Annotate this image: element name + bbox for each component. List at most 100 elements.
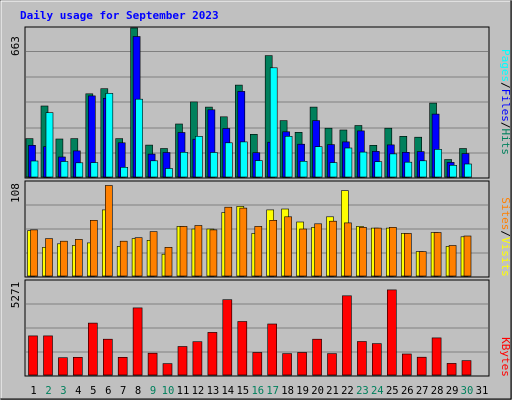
bar-sites-day-19 (299, 228, 307, 277)
bar-kbytes-day-28 (431, 337, 442, 376)
bar-kbytes-day-4 (73, 356, 83, 376)
bar-kbytes-day-30 (461, 360, 472, 376)
bar-pages-day-13 (210, 152, 218, 178)
x-tick-label-day-3: 3 (60, 385, 66, 397)
x-tick-label-day-27: 27 (416, 385, 429, 397)
bar-pages-day-7 (120, 167, 128, 178)
x-tick-label-day-14: 14 (221, 385, 234, 397)
x-tick-label-day-1: 1 (30, 385, 36, 397)
bar-kbytes-day-9 (147, 352, 158, 376)
x-tick-label-day-24: 24 (371, 385, 384, 397)
bar-sites-day-16 (254, 226, 263, 277)
bar-kbytes-day-22 (342, 295, 352, 376)
x-axis-labels: 1 2 3 4 5 6 7 8 9 10 11 12 13 14 15 16 17 18 19 20 21 22 23 24 2… (30, 385, 488, 397)
x-tick-label-day-5: 5 (90, 385, 96, 397)
legend-kbytes-label: KBytes (499, 337, 512, 377)
x-tick-label-day-30: 30 (461, 385, 474, 397)
bar-pages-day-15 (240, 141, 248, 178)
bars (25, 27, 472, 376)
bar-kbytes-day-27 (416, 356, 427, 376)
bar-sites-day-27 (418, 251, 427, 277)
x-tick-label-day-25: 25 (386, 385, 399, 397)
bar-pages-day-2 (45, 112, 54, 178)
legend-kbytes: KBytes (499, 337, 512, 377)
x-tick-label-day-6: 6 (105, 385, 111, 397)
x-tick-label-day-11: 11 (177, 385, 190, 397)
bar-pages-day-25 (389, 153, 398, 178)
bar-pages-day-3 (60, 161, 69, 178)
panel3-ymax-label: 5271 (9, 282, 22, 309)
bar-pages-day-12 (195, 136, 203, 178)
x-tick-label-day-23: 23 (356, 385, 369, 397)
legend-hits: Hits (499, 129, 512, 156)
bar-pages-day-23 (359, 151, 368, 178)
bar-pages-day-30 (464, 163, 472, 178)
x-tick-label-day-22: 22 (341, 385, 354, 397)
bar-kbytes-day-19 (297, 352, 307, 376)
bar-kbytes-day-7 (117, 356, 128, 376)
bar-pages-day-18 (284, 136, 293, 178)
x-tick-label-day-26: 26 (401, 385, 414, 397)
bar-kbytes-day-24 (371, 343, 382, 376)
bar-kbytes-day-14 (222, 299, 233, 376)
x-tick-label-day-13: 13 (207, 385, 220, 397)
bar-pages-day-8 (135, 98, 143, 178)
x-tick-label-day-16: 16 (251, 385, 264, 397)
bar-sites-day-2 (45, 238, 53, 277)
bar-sites-day-7 (119, 240, 128, 277)
legend-sites-visits: Sites/Visits (499, 197, 512, 277)
bar-sites-day-21 (329, 220, 337, 277)
x-tick-label-day-19: 19 (296, 385, 309, 397)
bar-kbytes-day-17 (267, 323, 278, 376)
bar-sites-day-29 (448, 245, 457, 277)
bar-kbytes-day-6 (103, 338, 113, 376)
bar-pages-day-27 (419, 160, 428, 178)
x-tick-label-day-17: 17 (266, 385, 279, 397)
bar-pages-day-24 (374, 161, 383, 178)
legend-sites: Sites (499, 197, 512, 230)
bar-kbytes-day-13 (207, 332, 218, 376)
bar-kbytes-day-15 (237, 321, 248, 376)
bar-kbytes-day-2 (43, 335, 53, 376)
bar-sites-day-26 (403, 233, 412, 277)
x-tick-label-day-21: 21 (326, 385, 339, 397)
bar-kbytes-day-11 (177, 346, 188, 376)
svg-text:Sites/Visits: Sites/Visits (499, 197, 512, 277)
bar-pages-day-19 (299, 161, 308, 178)
bar-kbytes-day-18 (282, 353, 292, 376)
bar-sites-day-17 (269, 220, 278, 277)
svg-text:Pages/Files/Hits: Pages/Files/Hits (499, 49, 512, 155)
bar-pages-day-26 (404, 161, 413, 178)
bar-kbytes-day-23 (357, 341, 367, 376)
x-tick-label-day-4: 4 (75, 385, 81, 397)
bar-pages-day-17 (269, 67, 278, 178)
x-tick-label-day-20: 20 (311, 385, 324, 397)
x-tick-label-day-15: 15 (236, 385, 249, 397)
bar-kbytes-day-12 (192, 341, 203, 376)
bar-sites-day-25 (388, 227, 397, 277)
bar-kbytes-day-5 (88, 322, 98, 376)
bar-pages-day-6 (105, 93, 114, 178)
legend-visits: Visits (499, 237, 512, 277)
x-tick-label-day-9: 9 (150, 385, 156, 397)
bar-pages-day-1 (30, 160, 39, 178)
bar-sites-day-15 (239, 207, 248, 277)
bar-pages-day-16 (255, 160, 263, 178)
bar-pages-day-9 (150, 160, 158, 178)
bar-kbytes-day-20 (312, 338, 322, 376)
legend-pages: Pages (499, 49, 512, 82)
bar-pages-day-11 (180, 152, 188, 178)
bar-kbytes-day-29 (446, 363, 457, 376)
panel2-ymax-label: 108 (9, 183, 22, 203)
bar-sites-day-14 (224, 206, 233, 277)
bar-pages-day-22 (344, 147, 353, 178)
bar-sites-day-18 (284, 216, 292, 277)
bar-pages-day-21 (329, 162, 338, 178)
bar-pages-day-14 (225, 142, 233, 178)
x-tick-label-day-2: 2 (45, 385, 51, 397)
bar-kbytes-day-10 (162, 363, 173, 376)
bar-sites-day-23 (359, 227, 367, 277)
bar-pages-day-28 (434, 149, 442, 178)
bar-sites-day-24 (373, 227, 382, 277)
